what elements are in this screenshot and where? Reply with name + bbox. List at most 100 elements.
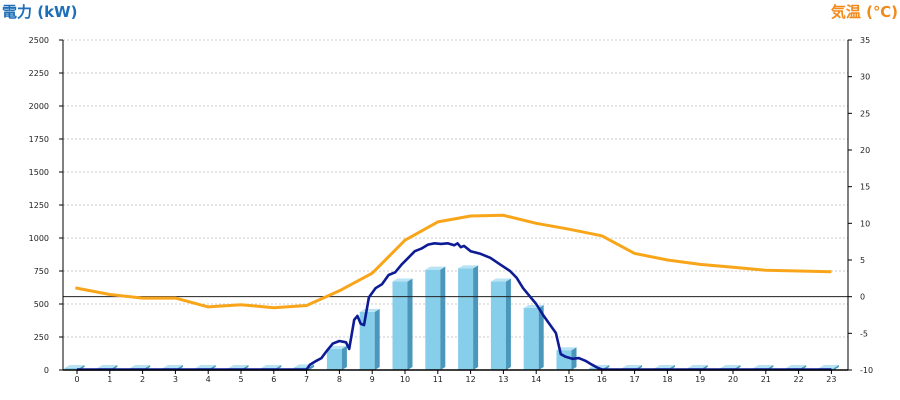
- right-tick-label: -5: [860, 329, 868, 338]
- bar-front: [359, 311, 375, 370]
- x-tick-label: 23: [826, 375, 836, 384]
- bar-top: [490, 278, 511, 282]
- x-tick-label: 3: [173, 375, 178, 384]
- bar-side: [341, 345, 347, 370]
- bar-side: [473, 265, 479, 370]
- left-tick-label: 2250: [29, 69, 49, 78]
- bar-top: [753, 365, 774, 368]
- bar-top: [195, 365, 216, 368]
- bar-front: [490, 281, 506, 370]
- x-tick-label: 7: [304, 375, 309, 384]
- bar-front: [589, 368, 605, 370]
- x-tick-label: 2: [140, 375, 145, 384]
- axes: 02505007501000125015001750200022502500-1…: [29, 36, 873, 384]
- bar-12: [458, 265, 479, 370]
- bar-side: [440, 266, 446, 370]
- bar-side: [407, 278, 413, 370]
- bar-front: [425, 269, 441, 370]
- right-tick-label: 10: [860, 219, 870, 228]
- bar-9: [359, 308, 380, 370]
- left-tick-label: 2000: [29, 102, 49, 111]
- left-tick-label: 1500: [29, 168, 49, 177]
- x-tick-label: 15: [564, 375, 574, 384]
- right-tick-label: 20: [860, 146, 870, 155]
- left-tick-label: 250: [34, 333, 49, 342]
- x-tick-label: 21: [761, 375, 771, 384]
- x-tick-label: 11: [433, 375, 443, 384]
- right-tick-label: 25: [860, 109, 870, 118]
- x-tick-label: 6: [271, 375, 276, 384]
- bar-top: [64, 365, 85, 368]
- bar-front: [326, 348, 342, 370]
- x-tick-label: 22: [794, 375, 804, 384]
- x-tick-label: 5: [238, 375, 243, 384]
- bar-top: [458, 265, 479, 269]
- x-tick-label: 16: [597, 375, 607, 384]
- x-tick-label: 8: [337, 375, 342, 384]
- left-tick-label: 500: [34, 300, 49, 309]
- left-tick-label: 0: [44, 366, 49, 375]
- bar-top: [654, 365, 675, 368]
- bar-10: [392, 278, 413, 370]
- bar-top: [130, 365, 151, 368]
- right-tick-label: 35: [860, 36, 870, 45]
- left-axis-title: 電力 (kW): [2, 3, 77, 21]
- bar-top: [622, 365, 643, 368]
- x-tick-label: 10: [400, 375, 410, 384]
- x-tick-label: 12: [466, 375, 476, 384]
- grid-lines: [63, 39, 848, 338]
- left-tick-label: 750: [34, 267, 49, 276]
- bar-front: [458, 268, 474, 370]
- bar-side: [505, 278, 511, 370]
- bar-front: [523, 307, 539, 370]
- left-tick-label: 1250: [29, 201, 49, 210]
- power-line: [77, 242, 832, 371]
- left-tick-label: 1750: [29, 135, 49, 144]
- x-tick-label: 17: [630, 375, 640, 384]
- right-tick-label: 5: [860, 256, 865, 265]
- bar-14: [523, 304, 544, 370]
- line-series: [63, 213, 848, 371]
- left-tick-label: 2500: [29, 36, 49, 45]
- bar-top: [392, 278, 413, 282]
- x-tick-label: 9: [370, 375, 375, 384]
- right-tick-label: 15: [860, 183, 870, 192]
- bar-front: [392, 281, 408, 370]
- right-tick-label: -10: [860, 366, 873, 375]
- bar-side: [309, 364, 315, 370]
- bar-top: [261, 365, 282, 368]
- x-tick-label: 13: [498, 375, 508, 384]
- x-tick-label: 20: [728, 375, 738, 384]
- x-tick-label: 4: [206, 375, 211, 384]
- temperature-line: [75, 213, 832, 310]
- bar-top: [97, 365, 118, 368]
- bar-top: [687, 365, 708, 368]
- bar-top: [556, 347, 577, 351]
- x-tick-label: 19: [695, 375, 705, 384]
- bar-side: [538, 304, 544, 370]
- bar-top: [228, 365, 249, 368]
- bar-13: [490, 278, 511, 370]
- bar-11: [425, 266, 446, 370]
- x-tick-label: 18: [662, 375, 672, 384]
- right-tick-label: 0: [860, 293, 865, 302]
- bar-top: [818, 365, 839, 368]
- bar-top: [786, 365, 807, 368]
- x-tick-label: 0: [74, 375, 79, 384]
- bar-top: [425, 266, 446, 270]
- left-tick-label: 1000: [29, 234, 49, 243]
- bar-side: [374, 308, 380, 370]
- bar-top: [162, 365, 183, 368]
- x-tick-label: 1: [107, 375, 112, 384]
- bar-8: [326, 345, 347, 370]
- bar-side: [833, 365, 839, 370]
- bar-front: [556, 350, 572, 370]
- bar-top: [720, 365, 741, 368]
- bar-top: [359, 308, 380, 312]
- x-tick-label: 14: [531, 375, 541, 384]
- bar-series: [64, 265, 839, 370]
- right-tick-label: 30: [860, 73, 870, 82]
- bar-front: [64, 368, 80, 370]
